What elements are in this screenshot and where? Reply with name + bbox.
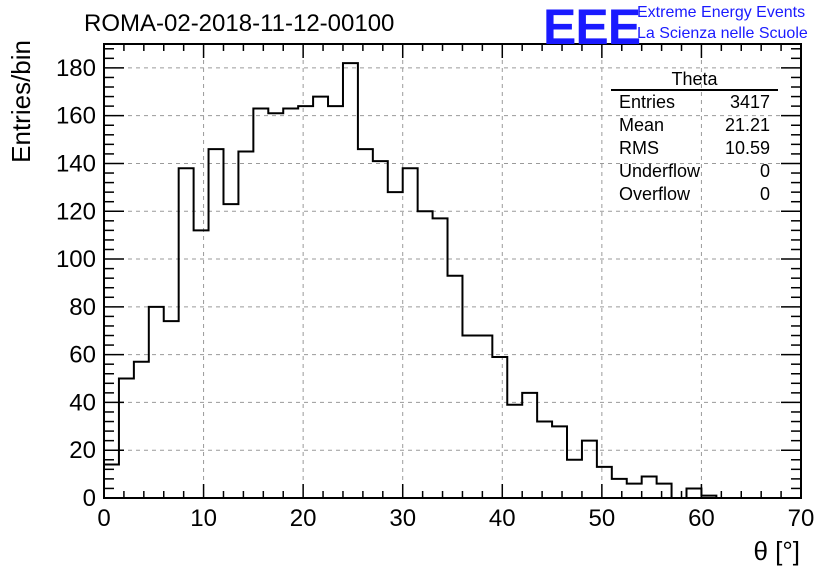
stats-box-title: Theta (611, 70, 778, 91)
histogram-step-line (104, 62, 801, 499)
logo-line-2: La Scienza nelle Scuole (637, 25, 808, 42)
y-tick-label: 0 (83, 485, 96, 512)
y-tick-label: 100 (56, 246, 96, 273)
stats-row-overflow: Overflow 0 (611, 183, 778, 206)
stats-value: 0 (759, 161, 770, 181)
y-tick-label: 120 (56, 198, 96, 225)
stats-value: 3417 (729, 92, 770, 112)
stats-row-underflow: Underflow 0 (611, 160, 778, 183)
y-tick-label: 40 (69, 389, 96, 416)
chart-title: ROMA-02-2018-11-12-00100 (84, 10, 395, 37)
y-tick-label: 180 (56, 55, 96, 82)
x-tick-label: 10 (190, 505, 217, 532)
stats-box: Theta Entries 3417 Mean 21.21 RMS 10.59 … (611, 70, 778, 206)
x-tick-label: 50 (589, 505, 616, 532)
x-axis-label: θ [°] (753, 536, 800, 566)
x-tick-label: 70 (788, 505, 815, 532)
stats-value: 0 (759, 184, 770, 204)
y-tick-label: 60 (69, 342, 96, 369)
y-tick-label: 160 (56, 103, 96, 130)
x-tick-label: 0 (97, 505, 110, 532)
y-tick-label: 20 (69, 437, 96, 464)
tick-labels: 0 10 20 30 40 50 60 70 0 20 40 60 80 100 120 140 160 180 (56, 55, 814, 532)
stats-label: Mean (619, 115, 665, 135)
y-axis-label: Entries/bin (6, 40, 36, 163)
stats-value: 21.21 (724, 115, 770, 135)
stats-value: 10.59 (724, 138, 770, 158)
eee-logo: EEE (543, 0, 641, 55)
stats-label: Overflow (619, 184, 691, 204)
x-tick-label: 30 (389, 505, 416, 532)
x-tick-label: 40 (489, 505, 516, 532)
grid-lines (104, 44, 801, 498)
axis-ticks (103, 44, 802, 499)
stats-label: Underflow (619, 161, 701, 181)
stats-row-entries: Entries 3417 (611, 91, 778, 114)
stats-label: RMS (619, 138, 659, 158)
stats-row-mean: Mean 21.21 (611, 114, 778, 137)
x-tick-label: 20 (290, 505, 317, 532)
stats-row-rms: RMS 10.59 (611, 137, 778, 160)
y-tick-label: 80 (69, 294, 96, 321)
x-tick-label: 60 (688, 505, 715, 532)
logo-line-1: Extreme Energy Events (637, 4, 806, 21)
plot-frame (103, 43, 802, 499)
stats-label: Entries (619, 92, 676, 112)
y-tick-label: 140 (56, 150, 96, 177)
